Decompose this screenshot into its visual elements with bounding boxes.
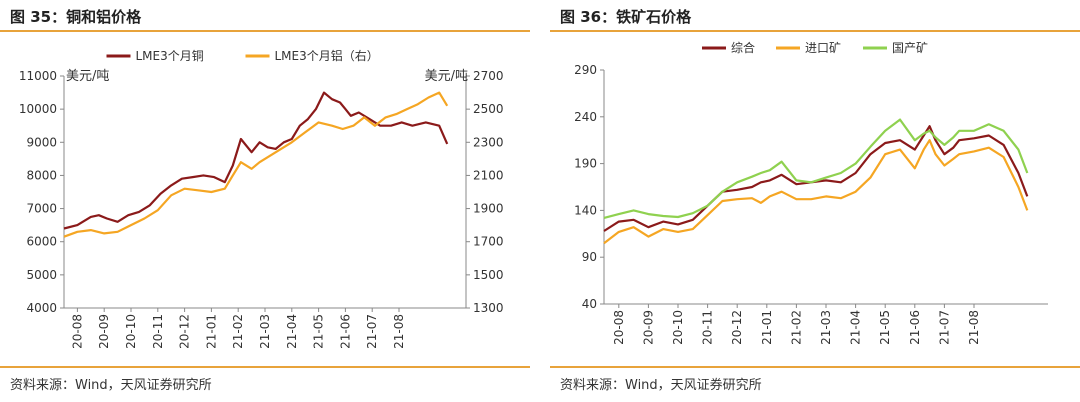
y2-tick-label: 1700 [473, 235, 504, 249]
x-tick-label: 21-03 [258, 314, 272, 349]
source-note: 资料来源：Wind，天风证券研究所 [560, 378, 762, 393]
x-tick-label: 21-01 [760, 310, 774, 345]
x-tick-label: 21-06 [338, 314, 352, 349]
iron-ore-chart: 40 90 140 190 240 290 20-08 20-09 20-10 20-11 20-1… [574, 40, 1048, 345]
x-tick-label: 20-10 [671, 310, 685, 345]
y-tick-label: 240 [574, 110, 597, 124]
x-tick-label: 21-03 [819, 310, 833, 345]
x-tick-label: 20-12 [730, 310, 744, 345]
x-tick-label: 21-04 [285, 314, 299, 349]
x-tick-label: 21-06 [908, 310, 922, 345]
x-tick-label: 21-08 [967, 310, 981, 345]
x-tick-label: 20-12 [178, 314, 192, 349]
figure-title: 图 36：铁矿石价格 [560, 8, 692, 26]
series-line-进口矿 [603, 139, 1029, 245]
y-tick-label: 40 [582, 297, 597, 311]
y-tick-label: 190 [574, 157, 597, 171]
series-line-国产矿 [603, 118, 1029, 219]
x-tick-label: 20-08 [612, 310, 626, 345]
title-rule [550, 30, 1080, 32]
x-tick-label: 20-09 [97, 314, 111, 349]
x-tick-label: 21-08 [392, 314, 406, 349]
series-line-LME3个月铜 [63, 91, 449, 230]
series-line-综合 [603, 125, 1029, 232]
legend-label: 国产矿 [892, 41, 928, 55]
y2-tick-label: 1300 [473, 301, 504, 315]
x-tick-label: 21-04 [849, 310, 863, 345]
x-tick-label: 21-07 [937, 310, 951, 345]
legend-label: LME3个月铜 [136, 48, 204, 63]
y-axis-unit-label: 美元/吨 [66, 69, 109, 84]
y-tick-label: 11000 [19, 69, 57, 83]
y-tick-label: 10000 [19, 102, 57, 116]
x-tick-label: 20-08 [70, 314, 84, 349]
source-rule [0, 366, 530, 368]
legend-label: LME3个月铝（右） [275, 48, 379, 63]
series-line-LME3个月铝（右） [63, 91, 449, 238]
y2-tick-label: 1500 [473, 268, 504, 282]
title-rule [0, 30, 530, 32]
y2-tick-label: 2500 [473, 102, 504, 116]
y2-axis-unit-label: 美元/吨 [425, 69, 468, 84]
x-tick-label: 21-01 [204, 314, 218, 349]
y-tick-label: 9000 [26, 135, 57, 149]
copper-aluminum-panel: 图 35：铜和铝价格 4000 5000 6000 7000 8000 9000 10000… [0, 0, 530, 402]
x-tick-label: 21-05 [312, 314, 326, 349]
x-tick-label: 20-09 [641, 310, 655, 345]
x-tick-label: 21-02 [789, 310, 803, 345]
y-tick-label: 8000 [26, 168, 57, 182]
x-tick-label: 20-11 [701, 310, 715, 345]
x-tick-label: 20-10 [124, 314, 138, 349]
y-tick-label: 4000 [26, 301, 57, 315]
x-tick-label: 21-07 [365, 314, 379, 349]
y2-tick-label: 2100 [473, 168, 504, 182]
legend-label: 进口矿 [805, 41, 841, 55]
legend-label: 综合 [731, 40, 755, 55]
copper-aluminum-chart: 4000 5000 6000 7000 8000 9000 10000 11000 1300 15… [19, 48, 504, 349]
y-tick-label: 90 [582, 250, 597, 264]
source-note: 资料来源：Wind，天风证券研究所 [10, 378, 212, 393]
x-tick-label: 20-11 [151, 314, 165, 349]
y-tick-label: 140 [574, 203, 597, 217]
y2-tick-label: 2300 [473, 135, 504, 149]
x-tick-label: 21-02 [231, 314, 245, 349]
source-rule [550, 366, 1080, 368]
y-tick-label: 6000 [26, 235, 57, 249]
y2-tick-label: 2700 [473, 69, 504, 83]
y-tick-label: 5000 [26, 268, 57, 282]
y2-tick-label: 1900 [473, 202, 504, 216]
y-tick-label: 290 [574, 63, 597, 77]
iron-ore-panel: 图 36：铁矿石价格 40 90 140 190 240 290 20-08 20-09 20-… [550, 0, 1080, 402]
figure-title: 图 35：铜和铝价格 [10, 8, 142, 26]
x-tick-label: 21-05 [878, 310, 892, 345]
y-tick-label: 7000 [26, 202, 57, 216]
